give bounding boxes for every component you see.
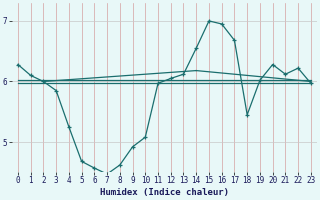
- X-axis label: Humidex (Indice chaleur): Humidex (Indice chaleur): [100, 188, 229, 197]
